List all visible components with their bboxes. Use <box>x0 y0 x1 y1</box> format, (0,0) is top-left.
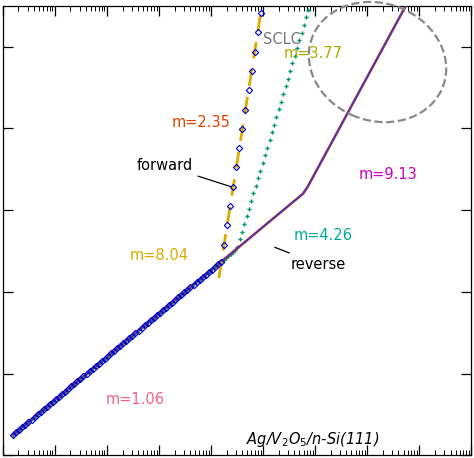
Text: reverse: reverse <box>275 247 346 272</box>
Text: m=2.35: m=2.35 <box>172 115 230 130</box>
Text: Ag/V$_2$O$_5$/n-Si(111): Ag/V$_2$O$_5$/n-Si(111) <box>246 430 380 449</box>
Text: m=8.04: m=8.04 <box>129 248 188 263</box>
Text: forward: forward <box>137 158 232 187</box>
Text: m=1.06: m=1.06 <box>106 392 165 407</box>
Text: m=3.77: m=3.77 <box>284 45 343 60</box>
Text: m=4.26: m=4.26 <box>293 228 352 243</box>
Text: SCLC: SCLC <box>263 32 301 47</box>
Text: m=9.13: m=9.13 <box>359 167 418 182</box>
